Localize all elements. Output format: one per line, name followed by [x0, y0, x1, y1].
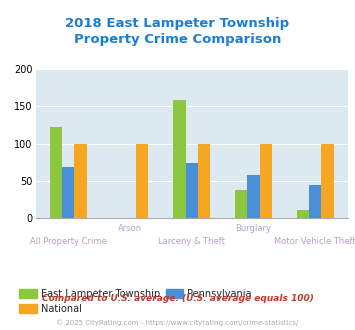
- Bar: [309, 185, 321, 218]
- Bar: [75, 144, 87, 218]
- Bar: [50, 127, 62, 218]
- Bar: [173, 100, 186, 218]
- Bar: [260, 144, 272, 218]
- Bar: [62, 167, 75, 218]
- Text: © 2025 CityRating.com - https://www.cityrating.com/crime-statistics/: © 2025 CityRating.com - https://www.city…: [56, 319, 299, 326]
- Text: Larceny & Theft: Larceny & Theft: [158, 237, 225, 246]
- Bar: [136, 144, 148, 218]
- Text: All Property Crime: All Property Crime: [30, 237, 106, 246]
- Bar: [198, 144, 210, 218]
- Bar: [186, 163, 198, 218]
- Bar: [235, 190, 247, 218]
- Text: Arson: Arson: [118, 224, 142, 233]
- Text: Compared to U.S. average. (U.S. average equals 100): Compared to U.S. average. (U.S. average …: [42, 294, 313, 303]
- Text: Motor Vehicle Theft: Motor Vehicle Theft: [274, 237, 355, 246]
- Text: 2018 East Lampeter Township
Property Crime Comparison: 2018 East Lampeter Township Property Cri…: [65, 16, 290, 47]
- Bar: [321, 144, 334, 218]
- Legend: East Lampeter Township, National, Pennsylvania: East Lampeter Township, National, Pennsy…: [15, 285, 256, 318]
- Bar: [247, 176, 260, 218]
- Text: Burglary: Burglary: [235, 224, 272, 233]
- Bar: [297, 211, 309, 218]
